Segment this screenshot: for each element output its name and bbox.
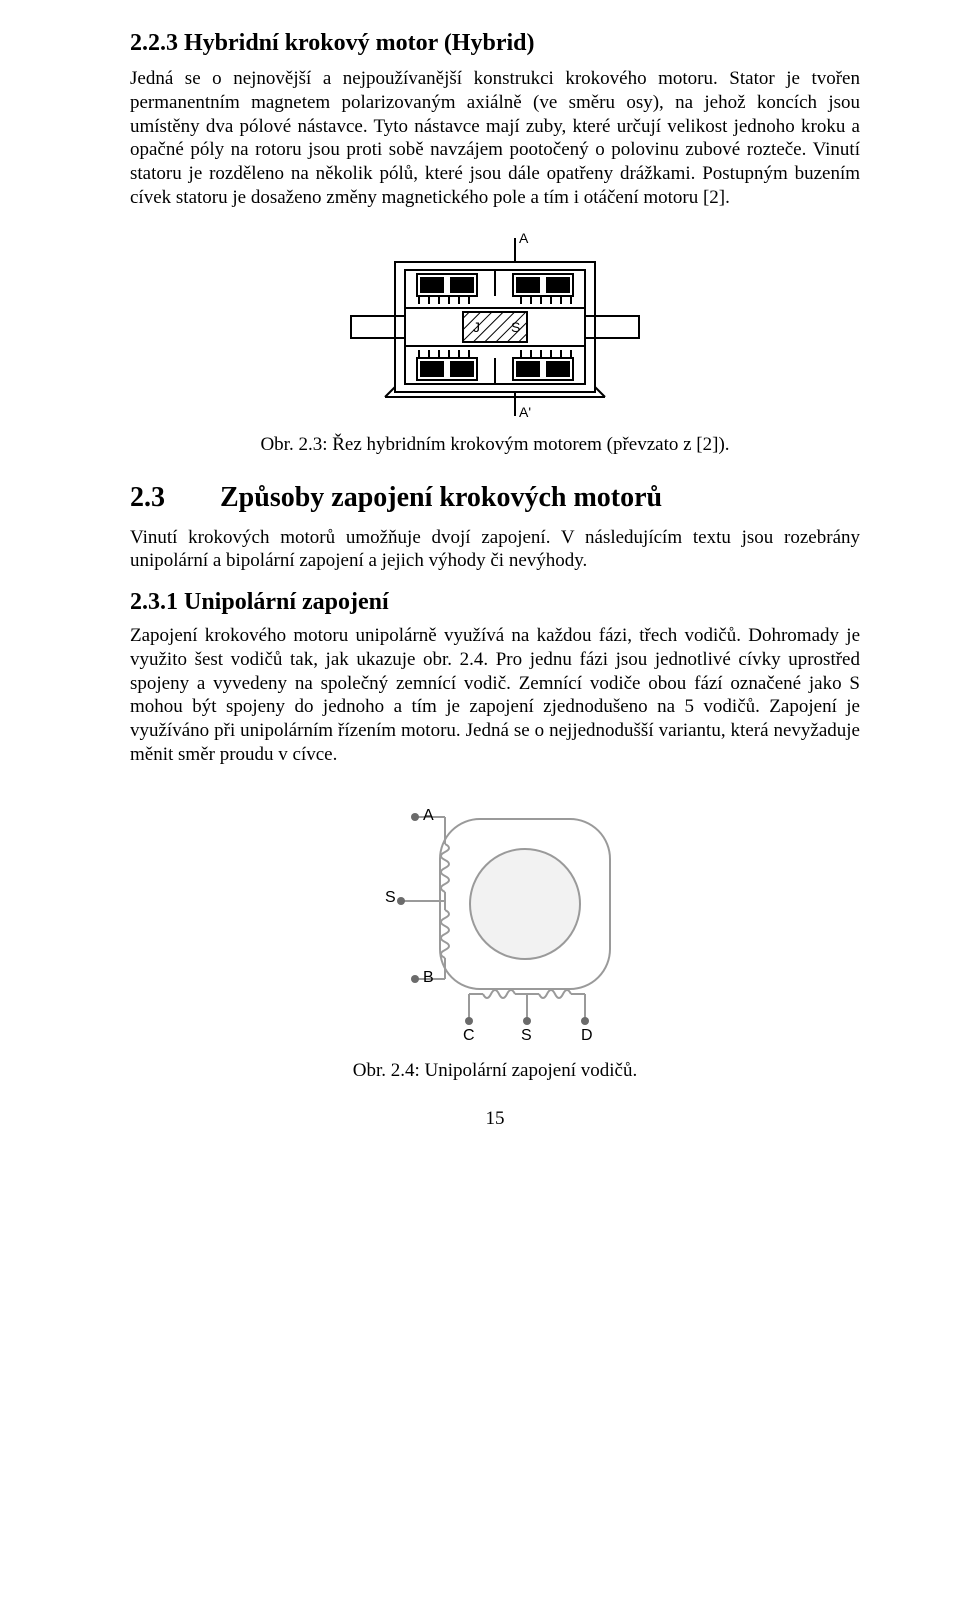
unipolar-svg bbox=[345, 789, 645, 1049]
page: 2.2.3 Hybridní krokový motor (Hybrid) Je… bbox=[0, 0, 960, 1600]
heading-2-3-number: 2.3 bbox=[130, 482, 220, 514]
heading-2-2-3: 2.2.3 Hybridní krokový motor (Hybrid) bbox=[130, 30, 860, 57]
label-s-bottom: S bbox=[521, 1027, 532, 1045]
heading-2-3: 2.3Způsoby zapojení krokových motorů bbox=[130, 482, 860, 514]
figure-2-3-caption: Obr. 2.3: Řez hybridním krokovým motorem… bbox=[130, 434, 860, 456]
label-a-top: A bbox=[519, 230, 528, 246]
figure-2-3: A A' bbox=[130, 226, 860, 428]
label-s-left: S bbox=[385, 889, 396, 907]
label-d: D bbox=[581, 1027, 593, 1045]
label-c: C bbox=[463, 1027, 475, 1045]
svg-text:J: J bbox=[473, 319, 480, 335]
figure-2-4-caption: Obr. 2.4: Unipolární zapojení vodičů. bbox=[130, 1060, 860, 1082]
hybrid-motor-svg: J S bbox=[345, 232, 645, 422]
hybrid-motor-diagram: A A' bbox=[345, 232, 645, 422]
paragraph-2-3-1: Zapojení krokového motoru unipolárně vyu… bbox=[130, 624, 860, 767]
label-a-bottom: A' bbox=[519, 404, 531, 420]
unipolar-wiring-diagram: A S B C S D bbox=[345, 789, 645, 1049]
heading-2-3-1: 2.3.1 Unipolární zapojení bbox=[130, 589, 860, 616]
figure-2-4: A S B C S D bbox=[130, 783, 860, 1054]
label-b: B bbox=[423, 969, 434, 987]
label-a: A bbox=[423, 807, 434, 825]
heading-2-3-title: Způsoby zapojení krokových motorů bbox=[220, 482, 662, 513]
svg-text:S: S bbox=[511, 319, 520, 335]
paragraph-2-2-3: Jedná se o nejnovější a nejpoužívanější … bbox=[130, 67, 860, 210]
paragraph-2-3: Vinutí krokových motorů umožňuje dvojí z… bbox=[130, 526, 860, 574]
page-number: 15 bbox=[130, 1108, 860, 1130]
